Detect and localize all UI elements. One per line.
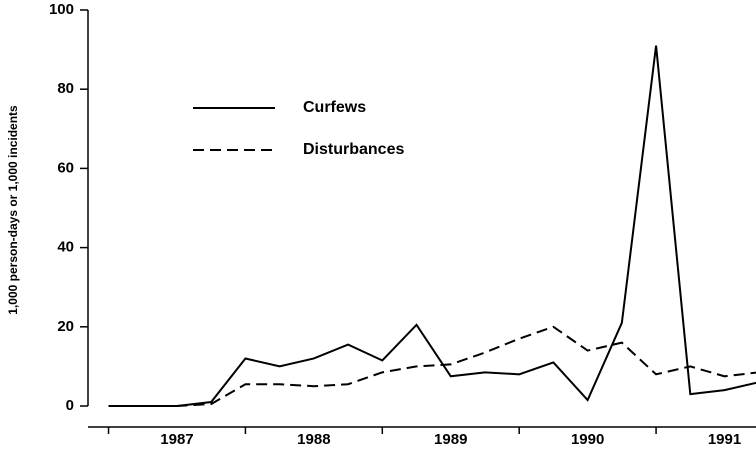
y-tick-label: 80 [57,80,74,97]
x-tick-label: 1990 [571,431,604,448]
y-tick-label: 100 [49,1,74,18]
x-tick-label: 1988 [297,431,330,448]
y-tick-label: 40 [57,239,74,256]
x-tick-label: 1987 [160,431,193,448]
plot-area [108,45,756,407]
x-tick-label: 1989 [434,431,467,448]
y-tick-label: 0 [66,397,74,414]
series-line [108,325,756,407]
legend-label: Curfews [303,99,366,116]
series-line [108,45,756,407]
y-tick-label: 60 [57,159,74,176]
y-tick-label: 20 [57,318,74,335]
y-axis-label: 1,000 person-days or 1,000 incidents [6,105,20,315]
legend-label: Disturbances [303,141,404,158]
x-tick-label: 1991 [708,431,741,448]
